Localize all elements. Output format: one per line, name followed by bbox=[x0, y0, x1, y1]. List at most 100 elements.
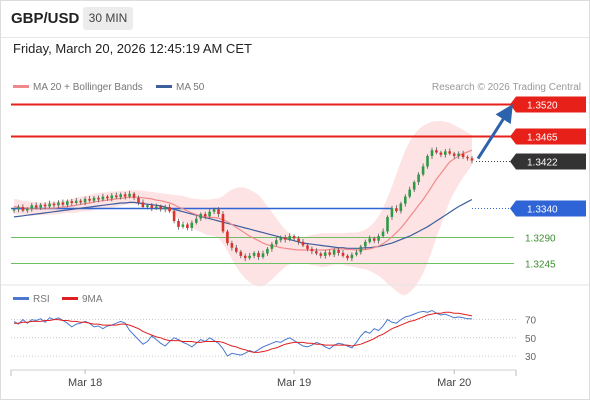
level-label-1.3520: 1.3520 bbox=[527, 101, 558, 112]
candle-body bbox=[381, 231, 385, 237]
candle-body bbox=[452, 153, 456, 156]
candle bbox=[248, 252, 251, 260]
candle-body bbox=[444, 151, 447, 155]
candle-body bbox=[310, 248, 314, 252]
candle-body bbox=[292, 236, 296, 239]
timeframe-button[interactable]: 30 MIN bbox=[83, 7, 133, 30]
candle-body bbox=[417, 174, 420, 182]
candle-body bbox=[141, 202, 145, 207]
candle-body bbox=[119, 194, 122, 198]
candle-body bbox=[319, 253, 323, 256]
candle bbox=[466, 155, 469, 161]
candle bbox=[52, 201, 56, 208]
candle bbox=[70, 198, 74, 206]
level-badge-1.3422: 1.3422 bbox=[510, 153, 586, 170]
candle-body bbox=[88, 198, 91, 201]
candle-body bbox=[177, 221, 180, 227]
level-badge-pointer bbox=[510, 128, 516, 145]
candle bbox=[83, 196, 87, 206]
candle-body bbox=[261, 253, 265, 257]
candle bbox=[426, 154, 429, 169]
candle-body bbox=[186, 224, 189, 228]
candle-body bbox=[435, 150, 438, 153]
rsi-ma-legend-swatch bbox=[62, 297, 78, 300]
candle bbox=[88, 196, 91, 203]
candle bbox=[350, 252, 354, 262]
candle-body bbox=[243, 255, 247, 259]
candle-body bbox=[359, 246, 363, 253]
rsi-ma-line bbox=[14, 311, 473, 353]
candle-body bbox=[235, 247, 238, 252]
candle bbox=[381, 228, 385, 238]
candle bbox=[132, 192, 136, 201]
candle-body bbox=[377, 236, 380, 241]
candle bbox=[364, 239, 367, 250]
candle-body bbox=[230, 243, 234, 248]
level-badge-pointer bbox=[510, 96, 516, 113]
candle bbox=[332, 248, 336, 257]
rsi-tick-30: 30 bbox=[525, 352, 537, 363]
level-label-1.3245: 1.3245 bbox=[525, 260, 556, 271]
candle bbox=[270, 241, 274, 252]
candle bbox=[452, 151, 456, 159]
candle-body bbox=[79, 200, 82, 203]
candle-body bbox=[301, 241, 305, 246]
candle bbox=[57, 200, 60, 209]
candle-body bbox=[355, 252, 358, 255]
rsi-ma-legend-label: 9MA bbox=[82, 294, 103, 305]
candle-body bbox=[97, 197, 100, 200]
candle-body bbox=[239, 251, 243, 256]
candle bbox=[439, 150, 443, 158]
candle bbox=[328, 249, 331, 257]
level-label-1.3340: 1.3340 bbox=[527, 205, 558, 216]
credit-label: Research © 2026 Trading Central bbox=[432, 82, 581, 93]
candle-body bbox=[17, 207, 20, 210]
candle-body bbox=[257, 252, 260, 257]
candle bbox=[128, 190, 131, 199]
candle bbox=[34, 202, 38, 210]
candle bbox=[470, 156, 474, 164]
candle bbox=[355, 249, 358, 257]
candle bbox=[310, 246, 314, 255]
candle bbox=[404, 194, 407, 207]
rsi-tick-70: 70 bbox=[525, 316, 537, 327]
candle-body bbox=[364, 241, 367, 247]
candle bbox=[279, 235, 283, 243]
candle bbox=[359, 244, 363, 255]
candle-body bbox=[101, 196, 105, 200]
candle-body bbox=[337, 250, 340, 253]
candle-body bbox=[74, 200, 78, 203]
candle bbox=[323, 250, 327, 259]
candle-body bbox=[470, 158, 474, 161]
candle-body bbox=[386, 216, 389, 232]
candle-body bbox=[341, 252, 345, 256]
rsi-panel: 30 50 70 bbox=[11, 309, 537, 363]
candle-body bbox=[439, 152, 443, 155]
candle-body bbox=[83, 198, 87, 203]
candle-body bbox=[412, 182, 416, 190]
candle bbox=[74, 197, 78, 205]
candle bbox=[292, 234, 296, 241]
candle bbox=[435, 147, 438, 155]
candle-body bbox=[106, 196, 109, 199]
candle-body bbox=[34, 205, 38, 208]
candle bbox=[155, 203, 158, 210]
candle-body bbox=[61, 202, 65, 205]
candle-body bbox=[128, 193, 131, 197]
candle-body bbox=[221, 214, 225, 232]
candle-body bbox=[421, 166, 425, 175]
candle-body bbox=[408, 189, 411, 197]
candle bbox=[12, 207, 16, 213]
candle-body bbox=[123, 194, 127, 197]
rsi-legend: RSI 9MA bbox=[13, 294, 103, 305]
candle bbox=[275, 237, 278, 246]
ma50-legend-swatch bbox=[156, 85, 172, 88]
candle-body bbox=[52, 203, 56, 206]
level-label-1.3290: 1.3290 bbox=[525, 234, 556, 245]
candle-body bbox=[57, 202, 60, 206]
level-badge-1.3520: 1.3520 bbox=[510, 96, 586, 113]
candle bbox=[252, 251, 256, 259]
candle-body bbox=[110, 195, 114, 199]
candle-body bbox=[266, 248, 269, 254]
